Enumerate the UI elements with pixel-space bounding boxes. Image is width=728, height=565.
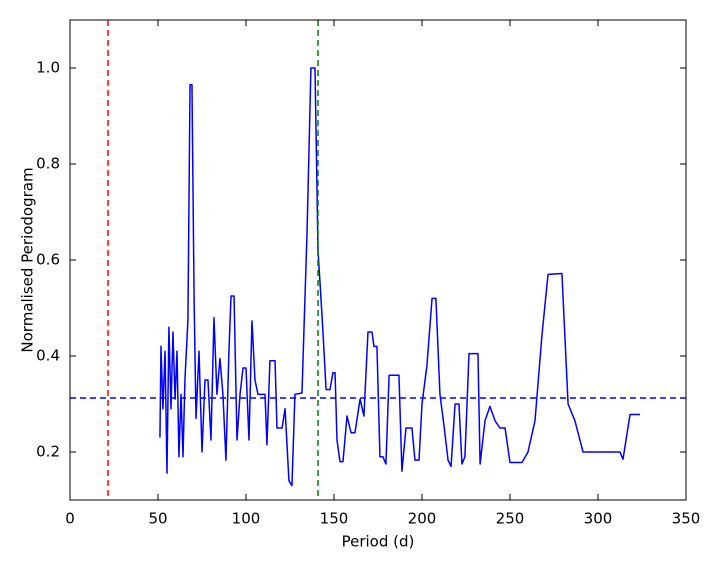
- x-tick-label: 0: [65, 510, 75, 528]
- y-tick-label: 0.8: [36, 155, 60, 173]
- x-tick-label: 50: [148, 510, 167, 528]
- x-axis-label: Period (d): [342, 533, 415, 551]
- x-tick-label: 100: [232, 510, 261, 528]
- y-tick-label: 0.2: [36, 443, 60, 461]
- y-axis-label: Normalised Periodogram: [19, 167, 37, 352]
- y-tick-label: 0.6: [36, 251, 60, 269]
- y-tick-label: 0.4: [36, 347, 60, 365]
- x-tick-label: 300: [584, 510, 613, 528]
- data-line: [159, 67, 641, 487]
- x-tick-label: 200: [408, 510, 437, 528]
- x-tick-label: 350: [672, 510, 701, 528]
- x-tick-label: 250: [496, 510, 525, 528]
- y-tick-label: 1.0: [36, 59, 60, 77]
- x-tick-label: 150: [320, 510, 349, 528]
